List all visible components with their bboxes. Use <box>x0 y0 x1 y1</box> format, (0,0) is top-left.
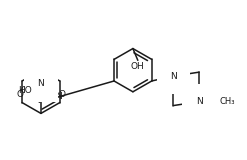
Text: OH: OH <box>131 62 145 71</box>
Text: O: O <box>21 86 28 95</box>
Text: N: N <box>55 92 62 101</box>
Text: N: N <box>170 72 177 81</box>
Text: O: O <box>17 90 24 99</box>
Text: O: O <box>58 90 65 99</box>
Text: HO: HO <box>18 86 32 95</box>
Text: N: N <box>38 79 44 88</box>
Text: CH₃: CH₃ <box>220 97 235 106</box>
Text: N: N <box>196 97 203 106</box>
